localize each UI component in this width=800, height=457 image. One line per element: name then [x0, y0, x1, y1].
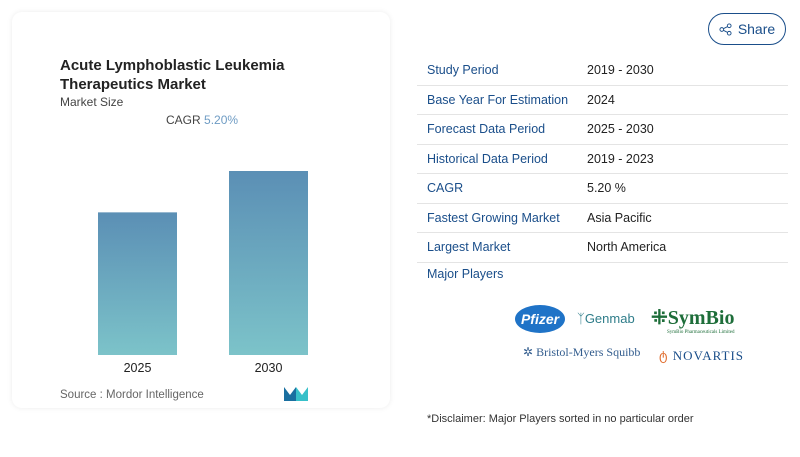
- table-row: CAGR 5.20 %: [417, 174, 788, 204]
- row-label: Base Year For Estimation: [427, 92, 569, 107]
- genmab-text: Genmab: [584, 311, 635, 326]
- table-row: Base Year For Estimation 2024: [417, 86, 788, 115]
- table-row: Forecast Data Period 2025 - 2030: [417, 115, 788, 145]
- chart-card: [12, 12, 390, 408]
- share-icon: [719, 22, 732, 36]
- market-table: Study Period 2019 - 2030 Base Year For Est…: [417, 56, 788, 263]
- row-label: Historical Data Period: [427, 151, 548, 166]
- bar-chart: 2025 2030: [98, 171, 308, 375]
- row-label: CAGR: [427, 181, 464, 196]
- bar-2030: [229, 171, 308, 355]
- row-label: Forecast Data Period: [427, 122, 546, 137]
- bar-2025: [98, 212, 177, 355]
- source-text: Source : Mordor Intelligence: [60, 389, 204, 401]
- bms-logo: ✲ Bristol-Myers Squibb: [523, 345, 641, 359]
- player-logos: Pfizer ᛉGenmab ⁜SymBio SymBio Pharmaceuti…: [515, 305, 755, 371]
- row-value: North America: [587, 240, 667, 255]
- table-row: Study Period 2019 - 2030: [417, 56, 788, 86]
- disclaimer: *Disclaimer: Major Players sorted in no …: [427, 413, 694, 425]
- row-value: 2024: [587, 92, 615, 107]
- row-value: 2019 - 2030: [587, 63, 654, 78]
- pfizer-logo: Pfizer: [515, 305, 565, 333]
- cagr-value: 5.20%: [204, 113, 239, 127]
- novartis-text: NOVARTIS: [672, 348, 745, 363]
- row-value: 2019 - 2023: [587, 151, 654, 166]
- row-value: Asia Pacific: [587, 210, 652, 225]
- table-row: Largest Market North America: [417, 233, 788, 263]
- row-label: Largest Market: [427, 240, 511, 255]
- share-label: Share: [737, 21, 776, 37]
- table-row: Historical Data Period 2019 - 2023: [417, 145, 788, 174]
- symbio-logo: ⁜SymBio SymBio Pharmaceuticals Limited: [651, 307, 735, 335]
- x-tick-label: 2025: [124, 361, 152, 375]
- row-value: 5.20 %: [587, 181, 626, 196]
- major-players-label: Major Players: [427, 267, 504, 281]
- cagr-text: CAGR: [166, 113, 201, 127]
- symbio-sub: SymBio Pharmaceuticals Limited: [666, 330, 735, 335]
- bms-text: Bristol-Myers Squibb: [536, 345, 641, 359]
- mordor-logo-icon: [284, 387, 308, 401]
- chart-title: Acute Lymphoblastic Leukemia Therapeutic…: [60, 57, 285, 93]
- row-value: 2025 - 2030: [587, 122, 654, 137]
- table-row: Fastest Growing Market Asia Pacific: [417, 204, 788, 233]
- novartis-logo: ტ NOVARTIS: [659, 348, 745, 363]
- row-label: Fastest Growing Market: [427, 210, 560, 225]
- row-label: Study Period: [427, 63, 499, 78]
- x-tick-label: 2030: [255, 361, 283, 375]
- symbio-text: SymBio: [667, 307, 735, 329]
- cagr-label: CAGR 5.20%: [166, 113, 238, 127]
- genmab-logo: ᛉGenmab: [577, 311, 635, 326]
- share-button[interactable]: Share: [708, 13, 786, 45]
- chart-subtitle: Market Size: [60, 95, 124, 109]
